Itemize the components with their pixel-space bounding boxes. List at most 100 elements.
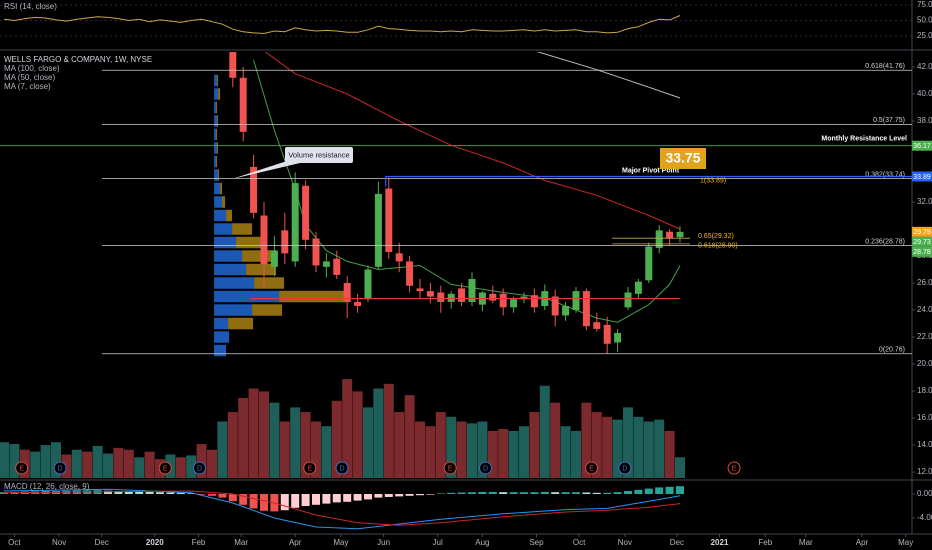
macd-histogram-bar xyxy=(301,494,310,507)
candle-body xyxy=(655,230,663,248)
volume-profile-up xyxy=(214,196,223,208)
volume-profile-up xyxy=(214,317,229,330)
back-layer xyxy=(0,4,912,478)
fib-label: 0.236(28.78) xyxy=(865,238,905,245)
volume-bar xyxy=(602,416,613,478)
event-label: D xyxy=(483,465,488,472)
fib-short-label: 0.618(28.90) xyxy=(698,243,738,250)
fib-label: 0(20.76) xyxy=(879,347,905,354)
event-label: E xyxy=(163,465,168,472)
event-marker xyxy=(53,461,67,475)
event-marker xyxy=(335,461,349,475)
x-tick-label: May xyxy=(333,538,348,547)
volume-profile-down xyxy=(222,196,226,208)
macd-histogram-bar xyxy=(176,492,185,495)
volume-bar xyxy=(394,412,405,478)
volume-profile-down xyxy=(242,250,278,262)
volume-profile-up xyxy=(214,277,255,289)
volume-profile-down xyxy=(252,304,283,316)
x-tick-label: Feb xyxy=(192,538,206,547)
price-tag-label: 36.17 xyxy=(913,143,931,150)
macd-label: MACD (12, 26, close, 9) xyxy=(4,482,90,491)
candle-body xyxy=(426,291,434,297)
volume-bar xyxy=(643,421,654,478)
price-tag xyxy=(912,171,932,182)
volume-profile-up xyxy=(214,169,219,181)
moving-average xyxy=(536,52,681,99)
x-tick-label: Dec xyxy=(95,538,109,547)
volume-bar xyxy=(539,385,550,478)
candle-body xyxy=(343,283,351,302)
y-tick-label: 16.00 xyxy=(917,413,932,422)
candle-body xyxy=(416,288,424,292)
candle-body xyxy=(270,250,278,267)
candle-body xyxy=(458,288,466,302)
macd-histogram-bar xyxy=(426,494,435,495)
macd-histogram-bar xyxy=(374,494,383,498)
macd-histogram-bar xyxy=(634,489,643,495)
volume-bar xyxy=(196,444,207,478)
y-tick-label: 20.00 xyxy=(917,359,932,368)
volume-bar xyxy=(103,453,114,478)
x-tick-label: Nov xyxy=(52,538,66,547)
candle-body xyxy=(406,261,414,286)
macd-histogram-bar xyxy=(467,492,476,495)
macd-histogram-bar xyxy=(540,491,549,495)
macd-histogram-bar xyxy=(509,492,518,495)
macd-histogram-bar xyxy=(363,494,372,500)
chart-title: WELLS FARGO & COMPANY, 1W, NYSE xyxy=(4,55,152,64)
macd-histogram-bar xyxy=(166,492,175,495)
volume-bar xyxy=(456,421,467,478)
candle-body xyxy=(634,281,642,294)
y-tick-label: 14.00 xyxy=(917,440,932,449)
rsi-tick-label: 25.00 xyxy=(917,31,932,40)
volume-bar xyxy=(310,421,321,478)
candle-body xyxy=(322,261,330,267)
volume-bar xyxy=(414,421,425,478)
y-tick-label: 32.00 xyxy=(917,197,932,206)
macd-histogram-bar xyxy=(218,494,227,498)
macd-histogram-bar xyxy=(145,491,154,495)
macd-histogram-bar xyxy=(207,494,216,496)
volume-bar xyxy=(446,416,457,478)
volume-bar xyxy=(435,412,446,478)
volume-bar xyxy=(404,395,415,478)
volume-profile-up xyxy=(214,236,237,249)
event-marker xyxy=(193,461,207,475)
y-tick-label: 38.00 xyxy=(917,116,932,125)
macd-histogram-bar xyxy=(436,493,445,495)
candle-body xyxy=(562,305,570,316)
fib-short-label: 0.65(29.32) xyxy=(698,233,734,240)
rsi-pane xyxy=(3,15,681,35)
legend-entry: MA (50, close) xyxy=(4,73,55,82)
candle-body xyxy=(364,269,372,300)
volume-bar xyxy=(248,388,259,478)
macd-histogram-bar xyxy=(353,494,362,501)
pivot-name: Major Pivot Point xyxy=(622,167,680,174)
volume-bar xyxy=(175,457,186,478)
x-tick-label: Aug xyxy=(475,538,489,547)
macd-histogram-bar xyxy=(311,494,320,505)
macd-histogram-bar xyxy=(571,492,580,495)
event-label: D xyxy=(339,465,344,472)
volume-bar xyxy=(186,455,197,478)
candle-body xyxy=(468,278,476,302)
price-tag-label: 29.73 xyxy=(913,239,931,246)
volume-bar xyxy=(622,407,633,478)
candle-body xyxy=(489,293,497,301)
price-pane xyxy=(214,52,684,357)
event-marker xyxy=(158,461,172,475)
volume-profile-down xyxy=(217,115,219,127)
moving-average xyxy=(253,60,681,323)
volume-profile-down xyxy=(279,290,350,303)
macd-histogram-bar xyxy=(135,491,144,495)
x-tick-label: Jul xyxy=(433,538,443,547)
callout-pointer xyxy=(232,160,300,179)
candle-body xyxy=(333,258,341,275)
volume-profile-up xyxy=(214,209,227,222)
volume-profile-down xyxy=(228,317,254,330)
macd-histogram-bar xyxy=(551,492,560,495)
volume-bar xyxy=(383,383,394,478)
volume-bar xyxy=(633,416,644,478)
